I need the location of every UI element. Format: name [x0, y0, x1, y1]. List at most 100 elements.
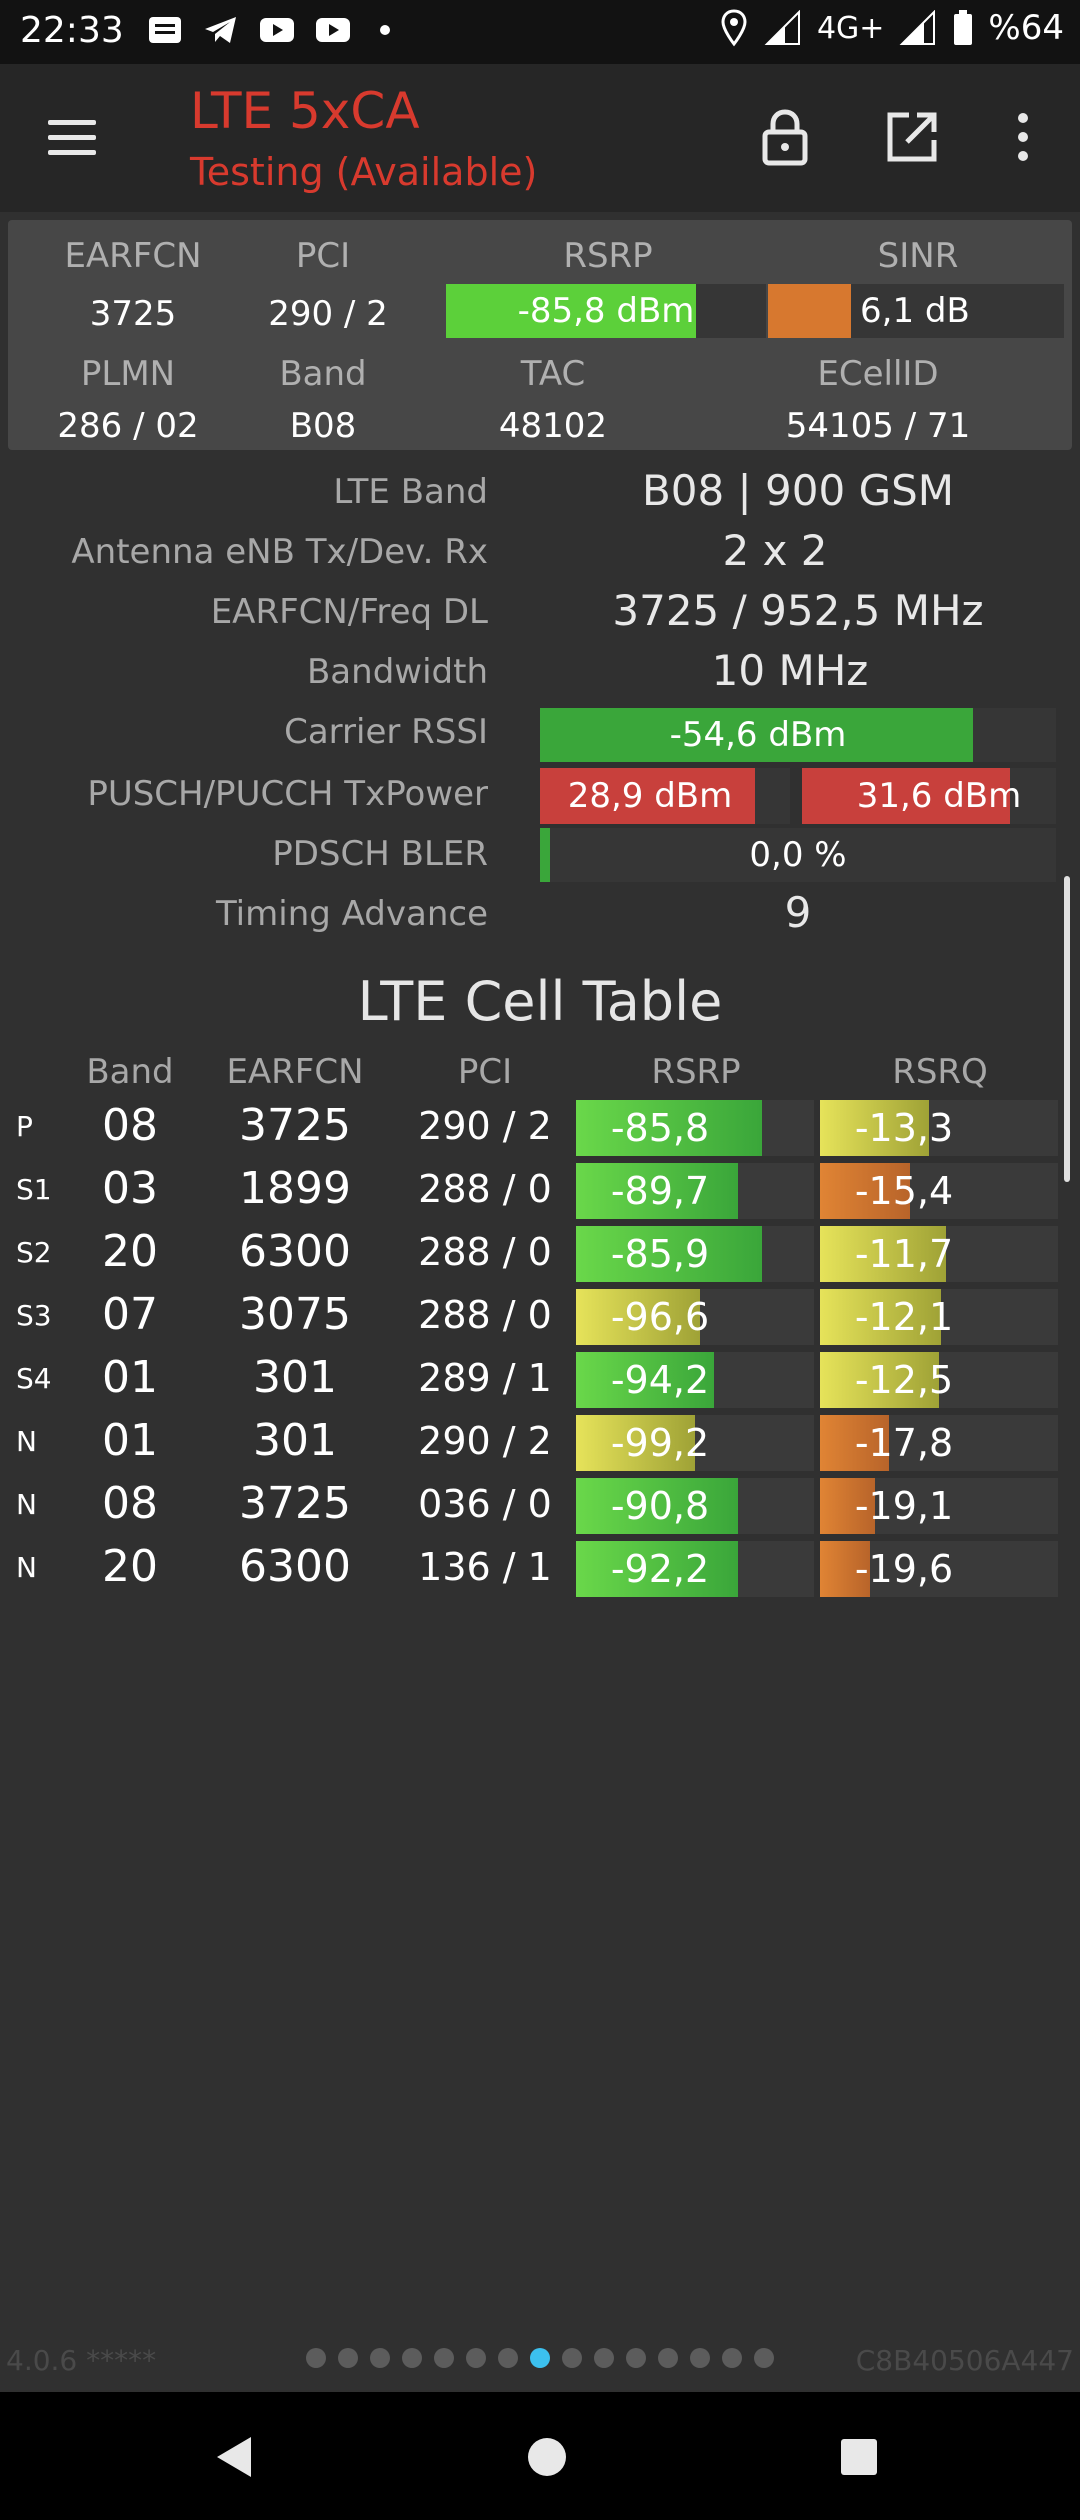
row-rsrp-bar: -96,6 — [576, 1289, 814, 1345]
row-rsrp-bar-fill — [576, 1289, 700, 1345]
row-rsrq-bar: -17,8 — [820, 1415, 1058, 1471]
carrier-rssi-label: Carrier RSSI — [284, 712, 488, 752]
pusch-txpower-bar-fill — [540, 768, 755, 824]
earfcn-value: 3725 — [89, 294, 177, 334]
page-dot[interactable] — [658, 2348, 678, 2368]
row-band: 20 — [102, 1226, 158, 1277]
page-dot[interactable] — [402, 2348, 422, 2368]
home-icon[interactable] — [512, 2422, 582, 2492]
menu-icon[interactable] — [40, 108, 104, 168]
row-rsrq-bar-fill — [820, 1289, 942, 1345]
row-rsrp-bar: -85,9 — [576, 1226, 814, 1282]
bandwidth-label: Bandwidth — [306, 652, 488, 692]
row-rsrp-bar: -89,7 — [576, 1163, 814, 1219]
app-title: LTE 5xCA — [190, 82, 420, 140]
row-rsrq-bar-fill — [820, 1163, 911, 1219]
col-header-rsrp: RSRP — [651, 1052, 741, 1092]
serving-cell-summary: EARFCN PCI RSRP SINR 3725 290 / 2 -85,8 … — [8, 220, 1072, 450]
carrier-rssi-bar: -54,6 dBm — [540, 708, 1056, 762]
row-rsrq-bar: -12,5 — [820, 1352, 1058, 1408]
row-band: 20 — [102, 1541, 158, 1592]
timing-advance-label: Timing Advance — [215, 894, 488, 934]
row-type: N — [16, 1551, 37, 1584]
row-rsrp-bar: -94,2 — [576, 1352, 814, 1408]
page-dot[interactable] — [434, 2348, 454, 2368]
row-type: P — [16, 1110, 33, 1143]
row-band: 01 — [102, 1352, 158, 1403]
recents-icon[interactable] — [824, 2422, 894, 2492]
pusch-txpower-value: 28,9 dBm — [567, 776, 733, 816]
pucch-txpower-bar: 31,6 dBm — [802, 768, 1056, 824]
row-rsrp-value: -99,2 — [610, 1421, 710, 1465]
timing-advance-value: 9 — [784, 888, 812, 937]
bandwidth-value: 10 MHz — [711, 646, 869, 695]
battery-icon — [954, 10, 973, 45]
rsrp-bar-value: -85,8 dBm — [517, 291, 695, 331]
row-rsrp-bar-fill — [576, 1100, 762, 1156]
row-type: N — [16, 1488, 37, 1521]
row-pci: 288 / 0 — [418, 1167, 552, 1211]
row-type: S4 — [16, 1362, 52, 1395]
scrollbar[interactable] — [1064, 876, 1070, 1182]
row-rsrq-bar-fill — [820, 1478, 875, 1534]
col-header-pci: PCI — [457, 1052, 513, 1092]
page-dot[interactable] — [562, 2348, 582, 2368]
page-dot[interactable] — [498, 2348, 518, 2368]
antenna-value: 2 x 2 — [722, 526, 828, 575]
page-dot[interactable] — [754, 2348, 774, 2368]
lock-icon[interactable] — [750, 102, 820, 172]
row-pci: 288 / 0 — [418, 1230, 552, 1274]
sinr-bar-fill — [768, 284, 851, 338]
row-band: 08 — [102, 1100, 158, 1151]
row-rsrq-bar: -11,7 — [820, 1226, 1058, 1282]
row-pci: 036 / 0 — [418, 1482, 552, 1526]
row-earfcn: 3075 — [239, 1289, 351, 1340]
page-dot[interactable] — [722, 2348, 742, 2368]
page-dot[interactable] — [306, 2348, 326, 2368]
row-pci: 288 / 0 — [418, 1293, 552, 1337]
back-icon[interactable] — [198, 2422, 268, 2492]
row-rsrp-bar: -85,8 — [576, 1100, 814, 1156]
row-rsrq-value: -15,4 — [854, 1169, 954, 1213]
row-rsrp-bar-fill — [576, 1226, 762, 1282]
sinr-bar: 6,1 dB — [768, 284, 1064, 338]
youtube-icon — [260, 18, 294, 42]
plmn-value: 286 / 02 — [57, 406, 199, 446]
page-dot[interactable] — [370, 2348, 390, 2368]
row-type: S2 — [16, 1236, 52, 1269]
row-rsrq-bar-fill — [820, 1100, 930, 1156]
row-type: S1 — [16, 1173, 52, 1206]
page-dot-active[interactable] — [530, 2348, 550, 2368]
notification-icons — [146, 14, 390, 46]
page-dot[interactable] — [466, 2348, 486, 2368]
ecellid-value: 54105 / 71 — [785, 406, 971, 446]
row-rsrp-bar: -99,2 — [576, 1415, 814, 1471]
row-earfcn: 1899 — [239, 1163, 351, 1214]
row-rsrq-value: -17,8 — [854, 1421, 954, 1465]
open-external-icon[interactable] — [877, 102, 947, 172]
page-dot[interactable] — [594, 2348, 614, 2368]
antenna-label: Antenna eNB Tx/Dev. Rx — [71, 532, 488, 572]
row-rsrq-bar-fill — [820, 1415, 890, 1471]
row-rsrq-value: -12,5 — [854, 1358, 954, 1402]
page-dot[interactable] — [338, 2348, 358, 2368]
row-band: 01 — [102, 1415, 158, 1466]
status-time: 22:33 — [20, 10, 124, 51]
col-header-band: Band — [86, 1052, 174, 1092]
telegram-icon — [205, 17, 236, 43]
rsrp-label: RSRP — [563, 236, 653, 276]
rsrp-bar: -85,8 dBm — [446, 284, 766, 338]
row-rsrp-bar-fill — [576, 1478, 738, 1534]
row-rsrq-bar: -15,4 — [820, 1163, 1058, 1219]
row-rsrq-bar-fill — [820, 1226, 947, 1282]
page-dot[interactable] — [626, 2348, 646, 2368]
row-rsrp-bar-fill — [576, 1415, 695, 1471]
row-rsrp-bar: -92,2 — [576, 1541, 814, 1597]
plmn-label: PLMN — [80, 354, 176, 394]
status-right: 4G+ %64 — [719, 8, 1064, 48]
page-dot[interactable] — [690, 2348, 710, 2368]
more-vert-icon[interactable] — [988, 102, 1058, 172]
row-rsrq-value: -19,6 — [854, 1547, 954, 1591]
tac-value: 48102 — [498, 406, 608, 446]
app-bar: LTE 5xCA Testing (Available) — [0, 64, 1080, 212]
